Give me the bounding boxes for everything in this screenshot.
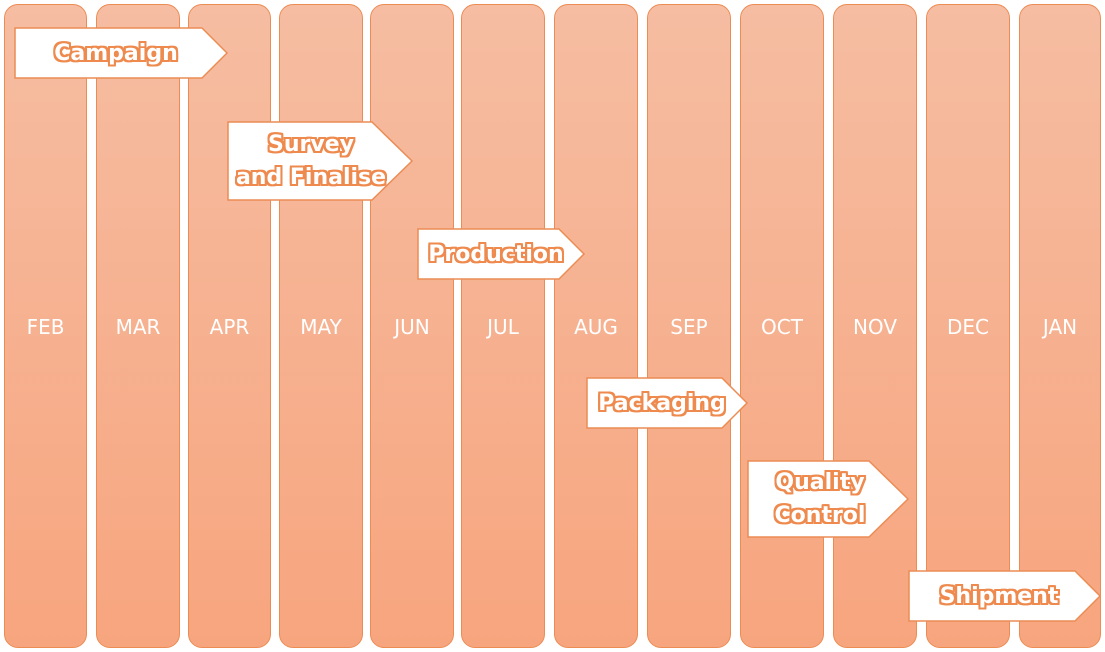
phase-arrow-quality-control: Quality Control [747, 460, 910, 538]
phase-label-packaging: Packaging [598, 390, 726, 416]
phase-label-production: Production [428, 241, 564, 267]
month-column-jul: JUL [461, 4, 545, 648]
phase-arrow-packaging: Packaging [586, 377, 749, 429]
month-label: JUN [394, 315, 430, 339]
month-column-dec: DEC [926, 4, 1010, 648]
phase-label-quality-control: Quality Control [774, 470, 866, 528]
month-label: JUL [487, 315, 519, 339]
month-label: MAR [115, 315, 161, 339]
month-column-apr: APR [188, 4, 271, 648]
month-label: SEP [670, 315, 708, 339]
arrow-shape [14, 27, 229, 79]
month-column-sep: SEP [647, 4, 731, 648]
arrow-shape [586, 377, 749, 429]
phase-arrow-shipment: Shipment [908, 570, 1102, 622]
month-column-may: MAY [279, 4, 363, 648]
month-label: NOV [852, 315, 898, 339]
month-label: FEB [26, 315, 65, 339]
arrow-shape [908, 570, 1102, 622]
month-column-jun: JUN [370, 4, 454, 648]
month-column-aug: AUG [554, 4, 638, 648]
phase-label-campaign: Campaign [54, 40, 178, 66]
month-label: AUG [574, 315, 618, 339]
month-column-mar: MAR [96, 4, 180, 648]
month-column-nov: NOV [833, 4, 917, 648]
month-label: JAN [1042, 315, 1078, 339]
month-column-feb: FEB [4, 4, 87, 648]
month-label: OCT [761, 315, 803, 339]
phase-arrow-production: Production [417, 228, 586, 280]
phase-label-survey-and-finalise: Survey and Finalise [235, 132, 387, 190]
phase-arrow-survey-and-finalise: Survey and Finalise [227, 121, 414, 201]
month-label: APR [209, 315, 250, 339]
arrow-shape [747, 460, 910, 538]
month-label: DEC [946, 315, 989, 339]
month-label: MAY [300, 315, 342, 339]
arrow-shape [417, 228, 586, 280]
phase-label-shipment: Shipment [939, 583, 1059, 609]
month-column-jan: JAN [1019, 4, 1101, 648]
month-column-oct: OCT [740, 4, 824, 648]
arrow-shape [227, 121, 414, 201]
phase-arrow-campaign: Campaign [14, 27, 229, 79]
